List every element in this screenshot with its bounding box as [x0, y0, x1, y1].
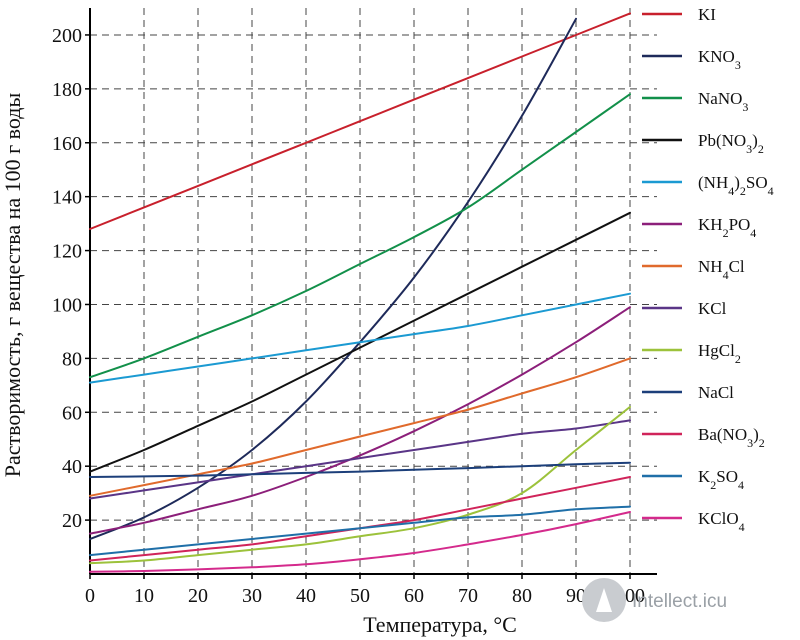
y-tick-label: 20 — [62, 510, 82, 532]
legend-label: NaNO3 — [698, 89, 748, 114]
series-line-kcl — [89, 419, 631, 500]
series-line--nh4-2so4 — [89, 292, 631, 384]
legend-label: K2SO4 — [698, 467, 744, 492]
y-tick-label: 140 — [52, 187, 82, 209]
legend-label: (NH4)2SO4 — [698, 173, 774, 198]
y-tick-label: 60 — [62, 402, 82, 424]
legend-item: KH2PO4 — [642, 215, 756, 240]
series-line-ki — [89, 12, 631, 230]
x-tick-label: 80 — [512, 585, 532, 607]
legend-label: KCl — [698, 299, 727, 318]
watermark-text: Intellect.icu — [632, 591, 727, 612]
series-lines — [89, 12, 631, 573]
legend-item: NaNO3 — [642, 89, 748, 114]
legend-label: KClO4 — [698, 509, 745, 534]
series-line-nh4cl — [89, 357, 631, 497]
legend: KI KNO3 NaNO3 Pb(NO3)2 (NH4)2SO4 KH2PO4 NH4Cl K… — [642, 5, 774, 534]
x-tick-label: 70 — [458, 585, 478, 607]
legend-item: NH4Cl — [642, 257, 745, 282]
legend-label: HgCl2 — [698, 341, 741, 366]
y-tick-label: 180 — [52, 79, 82, 101]
legend-item: (NH4)2SO4 — [642, 173, 774, 198]
y-tick-label: 160 — [52, 133, 82, 155]
y-tick-label: 100 — [52, 294, 82, 316]
axes — [89, 8, 657, 575]
legend-item: KClO4 — [642, 509, 745, 534]
series-line-kno3 — [89, 17, 577, 540]
x-tick-label: 30 — [242, 585, 262, 607]
y-axis-title: Растворимость, г вещества на 100 г воды — [0, 93, 25, 478]
tick-labels: 0 10 20 30 40 50 60 70 80 90 100204060801001201401… — [52, 25, 645, 607]
x-tick-label: 0 — [85, 585, 95, 607]
series-line-pb-no3-2 — [89, 211, 631, 473]
legend-item: K2SO4 — [642, 467, 744, 492]
legend-label: Pb(NO3)2 — [698, 131, 764, 156]
legend-item: Ba(NO3)2 — [642, 425, 765, 450]
x-tick-label: 90 — [566, 585, 586, 607]
legend-label: KNO3 — [698, 47, 741, 72]
series-line-nano3 — [89, 93, 631, 379]
x-tick-label: 50 — [350, 585, 370, 607]
legend-label: Ba(NO3)2 — [698, 425, 765, 450]
y-tick-label: 200 — [52, 25, 82, 47]
x-axis-title: Температура, °C — [363, 612, 517, 637]
series-line-hgcl2 — [89, 405, 631, 565]
series-line-kh2po4 — [89, 306, 631, 535]
legend-label: NH4Cl — [698, 257, 745, 282]
watermark: Intellect.icu — [582, 578, 727, 622]
watermark-logo-icon — [582, 578, 626, 622]
legend-item: KNO3 — [642, 47, 741, 72]
x-tick-label: 10 — [134, 585, 154, 607]
legend-item: NaCl — [642, 383, 734, 402]
x-tick-label: 60 — [404, 585, 424, 607]
legend-label: KI — [698, 5, 716, 24]
legend-item: Pb(NO3)2 — [642, 131, 764, 156]
y-tick-label: 40 — [62, 456, 82, 478]
x-tick-label: 40 — [296, 585, 316, 607]
legend-label: KH2PO4 — [698, 215, 756, 240]
legend-item: KCl — [642, 299, 727, 318]
series-line-k2so4 — [89, 505, 631, 557]
x-tick-label: 20 — [188, 585, 208, 607]
y-tick-label: 80 — [62, 348, 82, 370]
legend-item: KI — [642, 5, 716, 24]
legend-item: HgCl2 — [642, 341, 741, 366]
series-line-nacl — [89, 461, 631, 478]
y-tick-label: 120 — [52, 241, 82, 263]
legend-label: NaCl — [698, 383, 734, 402]
series-line-kclo4 — [89, 511, 631, 573]
